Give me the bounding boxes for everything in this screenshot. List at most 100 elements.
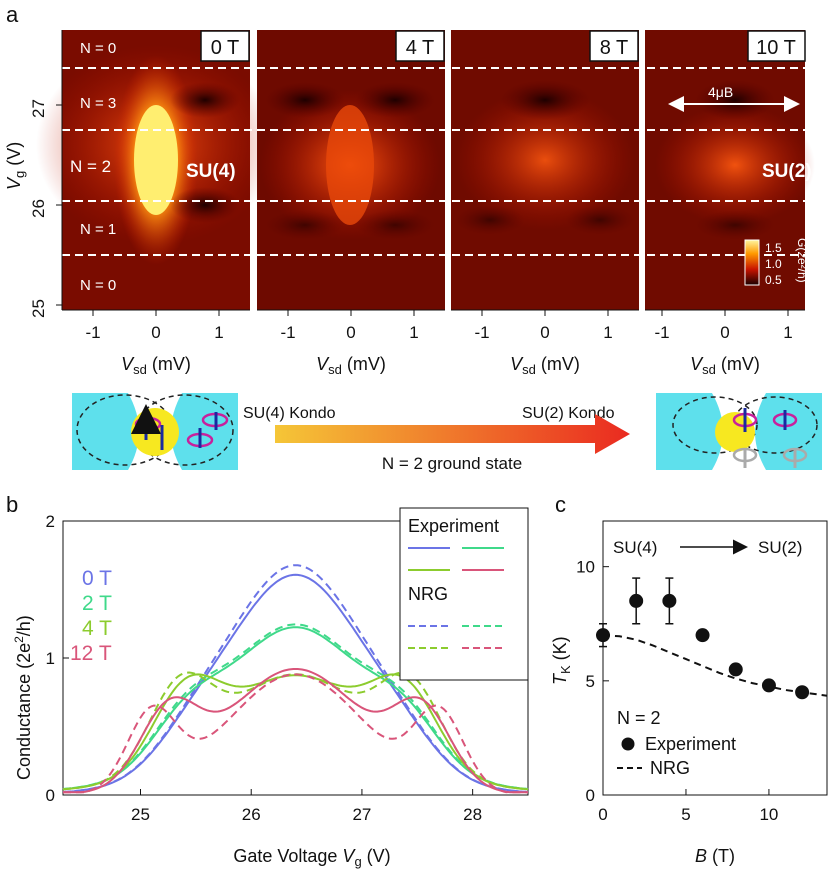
map-x-tick-label: 1 bbox=[603, 323, 612, 342]
panel-a-x-axes: -1 0 1 Vsd (mV) -1 0 1 Vsd (mV) -1 0 1 Vsd (mV) -1 0 1… bbox=[62, 309, 805, 377]
conductance-curves bbox=[62, 564, 529, 794]
experiment-point bbox=[629, 593, 644, 608]
experiment-point bbox=[596, 628, 610, 643]
map-x-tick-label: 1 bbox=[783, 323, 792, 342]
su4-device-diagram bbox=[72, 393, 238, 470]
experiment-point bbox=[761, 678, 776, 693]
legend-experiment-marker bbox=[621, 737, 635, 751]
map-x-label: Vsd (mV) bbox=[121, 354, 191, 377]
panel-b-ylabel: Conductance (2e2/h) bbox=[12, 615, 34, 780]
map-x-tick-label: 0 bbox=[540, 323, 549, 342]
su4-start-label: SU(4) bbox=[613, 538, 657, 557]
map-x-tick-label: -1 bbox=[654, 323, 669, 342]
map-x-tick-label: -1 bbox=[280, 323, 295, 342]
transition-arrow bbox=[275, 414, 630, 454]
c-legend-experiment: Experiment bbox=[645, 734, 736, 754]
b-y-tick-label: 2 bbox=[46, 512, 55, 531]
svg-text:4 T: 4 T bbox=[406, 37, 435, 59]
heatmap-4T bbox=[257, 30, 445, 310]
svg-text:1.5: 1.5 bbox=[765, 241, 782, 255]
c-x-tick-label: 5 bbox=[681, 805, 690, 824]
b-y-tick-label: 0 bbox=[46, 786, 55, 805]
c-x-tick-label: 0 bbox=[598, 805, 607, 824]
map-x-tick-label: -1 bbox=[85, 323, 100, 342]
panel-c-label: c bbox=[555, 492, 566, 517]
panel-c-frame bbox=[602, 520, 828, 796]
experiment-point bbox=[662, 593, 677, 608]
panel-a-y-axis: 27 26 25 Vg (V) bbox=[4, 30, 63, 318]
schematic: SU(4) Kondo SU(2) Kondo N = 2 ground sta… bbox=[72, 393, 822, 473]
svg-text:Experiment: Experiment bbox=[408, 516, 499, 536]
panel-c-xlabel: B (T) bbox=[695, 846, 735, 866]
map-x-label: Vsd (mV) bbox=[690, 354, 760, 377]
map-x-label: Vsd (mV) bbox=[316, 354, 386, 377]
panel-b-legend: Experiment NRG bbox=[399, 507, 529, 681]
su2-kondo-label: SU(2) Kondo bbox=[522, 405, 615, 422]
nrg-curve bbox=[602, 634, 828, 697]
panel-c-data bbox=[596, 577, 828, 700]
curve-2T-nrg bbox=[62, 623, 529, 790]
b-y-tick-label: 1 bbox=[46, 649, 55, 668]
svg-text:G(2e²/h): G(2e²/h) bbox=[795, 238, 809, 283]
c-y-tick-label: 10 bbox=[576, 558, 595, 577]
b-label-4T: 4 T bbox=[82, 617, 112, 640]
panel-c-axes: 0 5 10 0 5 10 bbox=[576, 558, 778, 824]
experiment-point bbox=[795, 685, 810, 700]
svg-text:8 T: 8 T bbox=[600, 37, 629, 59]
su2-label: SU(2) bbox=[762, 161, 812, 182]
energy-label: 4μB bbox=[708, 84, 733, 100]
panel-b-xlabel: Gate Voltage Vg (V) bbox=[233, 846, 390, 869]
panel-b: 25 26 27 28 0 1 2 Conductance (2e2/h) Gate Vol… bbox=[12, 507, 529, 869]
experiment-point bbox=[728, 662, 743, 677]
c-y-tick-label: 5 bbox=[586, 672, 595, 691]
b-x-tick-label: 26 bbox=[242, 805, 261, 824]
panel-a-label: a bbox=[6, 2, 19, 27]
svg-text:NRG: NRG bbox=[408, 584, 448, 604]
n-label-1: N = 1 bbox=[80, 221, 116, 238]
map-x-tick-label: 0 bbox=[346, 323, 355, 342]
svg-text:0 T: 0 T bbox=[211, 37, 240, 59]
charge-boundaries bbox=[62, 67, 805, 256]
curve-12T-nrg bbox=[63, 673, 528, 794]
su4-kondo-label: SU(4) Kondo bbox=[243, 405, 336, 422]
field-box-4T: 4 T bbox=[395, 30, 445, 62]
colorbar: 1.5 1.0 0.5 G(2e²/h) bbox=[744, 238, 809, 287]
svg-text:26: 26 bbox=[29, 199, 48, 218]
curve-0T-nrg bbox=[62, 564, 529, 793]
panel-a: N = 0 N = 3 N = 2 N = 1 N = 0 SU(4) SU(2… bbox=[4, 30, 815, 377]
field-box-8T: 8 T bbox=[589, 30, 639, 62]
heatmap-10T bbox=[645, 30, 815, 310]
svg-text:10 T: 10 T bbox=[756, 37, 796, 59]
map-x-label: Vsd (mV) bbox=[510, 354, 580, 377]
map-x-tick-label: -1 bbox=[474, 323, 489, 342]
ground-state-caption: N = 2 ground state bbox=[382, 454, 522, 473]
b-x-tick-label: 28 bbox=[463, 805, 482, 824]
map-x-tick-label: 1 bbox=[409, 323, 418, 342]
svg-text:1.0: 1.0 bbox=[765, 257, 782, 271]
n-label-0-bottom: N = 0 bbox=[80, 277, 116, 294]
panel-b-axes: 25 26 27 28 0 1 2 bbox=[46, 512, 483, 824]
n-label-0-top: N = 0 bbox=[80, 40, 116, 57]
b-x-tick-label: 25 bbox=[131, 805, 150, 824]
n-label-2: N = 2 bbox=[70, 157, 111, 176]
svg-text:25: 25 bbox=[29, 299, 48, 318]
b-label-2T: 2 T bbox=[82, 592, 112, 615]
field-box-10T: 10 T bbox=[747, 30, 806, 62]
c-x-tick-label: 10 bbox=[759, 805, 778, 824]
panel-b-label: b bbox=[6, 492, 18, 517]
c-legend-nrg: NRG bbox=[650, 758, 690, 778]
svg-text:Vg (V): Vg (V) bbox=[4, 142, 27, 190]
heatmap-0T bbox=[36, 30, 276, 310]
map-x-tick-label: 0 bbox=[151, 323, 160, 342]
c-y-tick-label: 0 bbox=[586, 786, 595, 805]
svg-text:0.5: 0.5 bbox=[765, 273, 782, 287]
curve-12T-experiment bbox=[63, 668, 528, 794]
b-x-tick-label: 27 bbox=[352, 805, 371, 824]
map-x-tick-label: 1 bbox=[214, 323, 223, 342]
experiment-point bbox=[695, 628, 710, 643]
su4-label: SU(4) bbox=[186, 161, 236, 182]
c-n-label: N = 2 bbox=[617, 708, 661, 728]
n-label-3: N = 3 bbox=[80, 95, 116, 112]
panel-c-ylabel: TK (K) bbox=[550, 636, 573, 685]
